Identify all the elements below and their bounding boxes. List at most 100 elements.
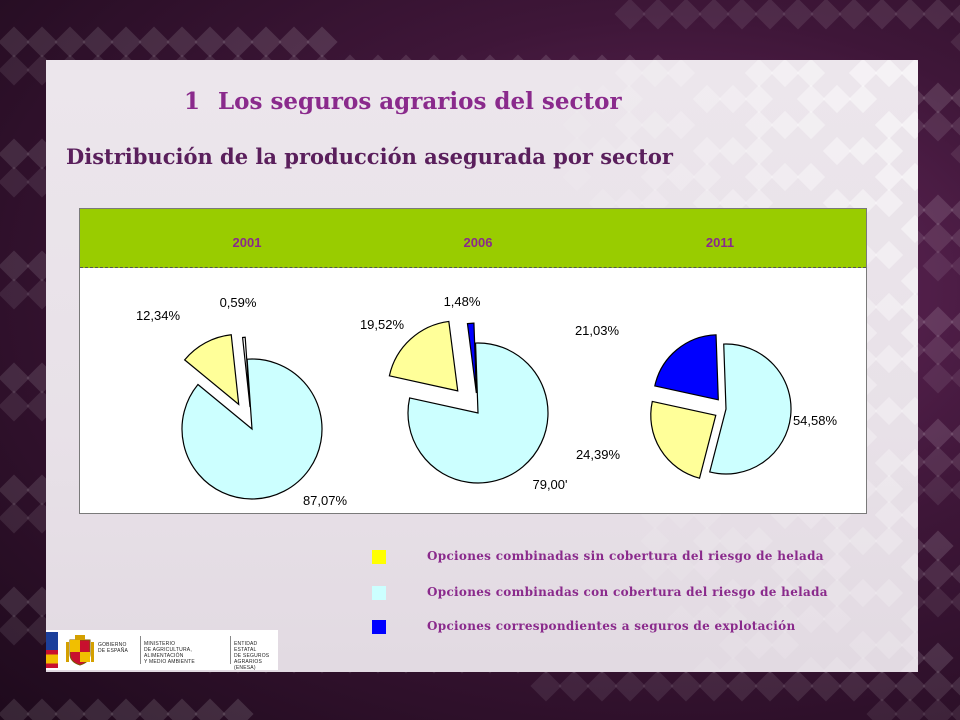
slide-panel: 1 Los seguros agrarios del sector Distri… (46, 60, 918, 672)
bg-tile (0, 474, 30, 506)
bg-tile (922, 670, 954, 702)
slide-tile (692, 526, 722, 556)
pie-slice (181, 358, 323, 500)
slide-tile (822, 552, 852, 582)
logo-ministerio-text: MINISTERIO DE AGRICULTURA, ALIMENTACIÓN … (144, 641, 195, 665)
slide-tile (744, 630, 774, 660)
slide-tile (796, 656, 826, 672)
flag-icon (46, 632, 58, 668)
slide-tile (614, 136, 644, 166)
slide-tile (744, 136, 774, 166)
bg-tile (110, 26, 142, 58)
slide-tile (874, 136, 904, 166)
slide-tile (874, 344, 904, 374)
bg-tile (950, 26, 960, 58)
bg-tile (922, 698, 954, 720)
bg-tile (166, 26, 198, 58)
slide-tile (562, 162, 592, 192)
slide-tile (874, 448, 904, 478)
bg-tile (950, 586, 960, 618)
slide-tile (874, 526, 904, 556)
slide-tile (848, 656, 878, 672)
slide-tile (770, 630, 800, 660)
bg-tile (530, 670, 562, 702)
bg-tile (698, 0, 730, 30)
bg-tile (950, 446, 960, 478)
bg-tile (642, 670, 674, 702)
bg-tile (922, 446, 954, 478)
pie-charts: 87,07% 12,34% 0,59% 79,00' 19,52% 1,48% 54,58%… (136, 294, 838, 508)
pie-data-label: 12,34% (136, 308, 181, 323)
slide-tile (900, 604, 918, 634)
bg-tile (866, 0, 898, 30)
slide-tile (718, 604, 748, 634)
slide-tile (900, 344, 918, 374)
bg-tile (810, 0, 842, 30)
slide-tile (796, 60, 826, 88)
bg-tile (950, 194, 960, 226)
slide-tile (770, 60, 800, 88)
slide-tile (874, 578, 904, 608)
bg-tile (82, 26, 114, 58)
bg-tile (558, 670, 590, 702)
bg-tile (0, 54, 30, 86)
slide-tile (900, 448, 918, 478)
slide-tile (822, 604, 852, 634)
bg-tile (950, 306, 960, 338)
slide-tile (874, 500, 904, 530)
slide-tile (640, 526, 670, 556)
slide-tile (744, 110, 774, 140)
bg-tile (922, 586, 954, 618)
logo-divider (230, 636, 231, 664)
bg-tile (922, 250, 954, 282)
bg-tile (782, 670, 814, 702)
slide-tile (900, 630, 918, 660)
slide-tile (770, 604, 800, 634)
bg-tile (0, 278, 30, 310)
bg-tile (866, 670, 898, 702)
slide-tile (770, 578, 800, 608)
slide-tile (900, 552, 918, 582)
bg-tile (838, 0, 870, 30)
bg-tile (194, 26, 226, 58)
bg-tile (922, 362, 954, 394)
bg-tile (0, 698, 30, 720)
bg-tile (0, 250, 30, 282)
bg-tile (670, 670, 702, 702)
slide-tile (744, 84, 774, 114)
legend-item-explotacion: Opciones correspondientes a seguros de e… (372, 618, 912, 636)
legend-item-con-cobertura: Opciones combinadas con cobertura del ri… (372, 584, 912, 602)
bg-tile (950, 670, 960, 702)
slide-tile (770, 162, 800, 192)
bg-tile (894, 670, 926, 702)
pie-slice (709, 343, 792, 475)
pie-data-label: 1,48% (444, 294, 481, 309)
bg-tile (922, 110, 954, 142)
legend: Opciones combinadas sin cobertura del ri… (372, 548, 912, 648)
slide-tile (822, 526, 852, 556)
page-title: Los seguros agrarios del sector (218, 88, 622, 115)
bg-tile (922, 530, 954, 562)
slide-tile (666, 552, 696, 582)
bg-tile (0, 390, 30, 422)
bg-tile (950, 82, 960, 114)
slide-tile (900, 318, 918, 348)
slide-tile (900, 110, 918, 140)
bg-tile (726, 670, 758, 702)
bg-tile (950, 558, 960, 590)
slide-tile (640, 110, 670, 140)
legend-item-sin-cobertura: Opciones combinadas sin cobertura del ri… (372, 548, 912, 566)
bg-tile (0, 614, 30, 646)
logo-gobierno-text: GOBIERNO DE ESPAÑA (98, 642, 129, 654)
logo-enesa-text: ENTIDAD ESTATAL DE SEGUROS AGRARIOS (ENE… (234, 641, 270, 671)
slide-tile (692, 84, 722, 114)
bg-tile (54, 26, 86, 58)
pie-data-label: 0,59% (220, 295, 257, 310)
bg-tile (950, 138, 960, 170)
slide-tile (770, 552, 800, 582)
year-header-2006: 2006 (463, 235, 493, 250)
bg-tile (950, 698, 960, 720)
slide-tile (718, 630, 748, 660)
year-header-2001: 2001 (232, 235, 262, 250)
slide-tile (874, 396, 904, 426)
